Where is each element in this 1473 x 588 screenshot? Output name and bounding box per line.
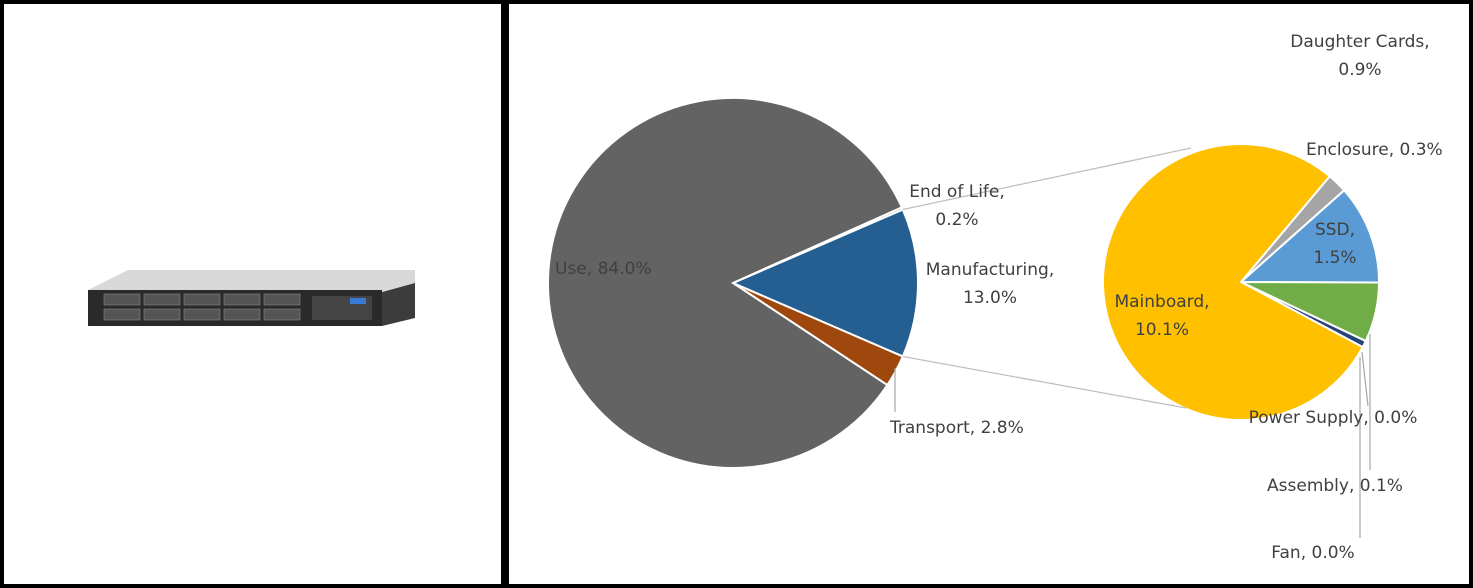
data-label: Fan, 0.0% bbox=[1271, 543, 1354, 563]
server-image bbox=[88, 270, 415, 326]
data-label: 0.9% bbox=[1338, 60, 1381, 80]
data-label: Mainboard, bbox=[1114, 292, 1209, 312]
data-label: 0.2% bbox=[935, 210, 978, 230]
data-label: Daughter Cards, bbox=[1290, 32, 1429, 52]
data-label: Power Supply, 0.0% bbox=[1249, 408, 1418, 428]
data-label: Enclosure, 0.3% bbox=[1306, 140, 1443, 160]
data-label: Use, 84.0% bbox=[555, 259, 652, 279]
data-label: Transport, 2.8% bbox=[889, 418, 1024, 438]
data-label: 1.5% bbox=[1313, 248, 1356, 268]
data-label: 13.0% bbox=[963, 288, 1017, 308]
data-label: End of Life, bbox=[909, 182, 1005, 202]
data-label: Manufacturing, bbox=[926, 260, 1055, 280]
data-label: 10.1% bbox=[1135, 320, 1189, 340]
data-label: Assembly, 0.1% bbox=[1267, 476, 1403, 496]
page: Manufacturing, 13.0% Transport, 2.8% Use, 8… bbox=[0, 0, 1473, 588]
data-label: SSD, bbox=[1315, 220, 1355, 240]
